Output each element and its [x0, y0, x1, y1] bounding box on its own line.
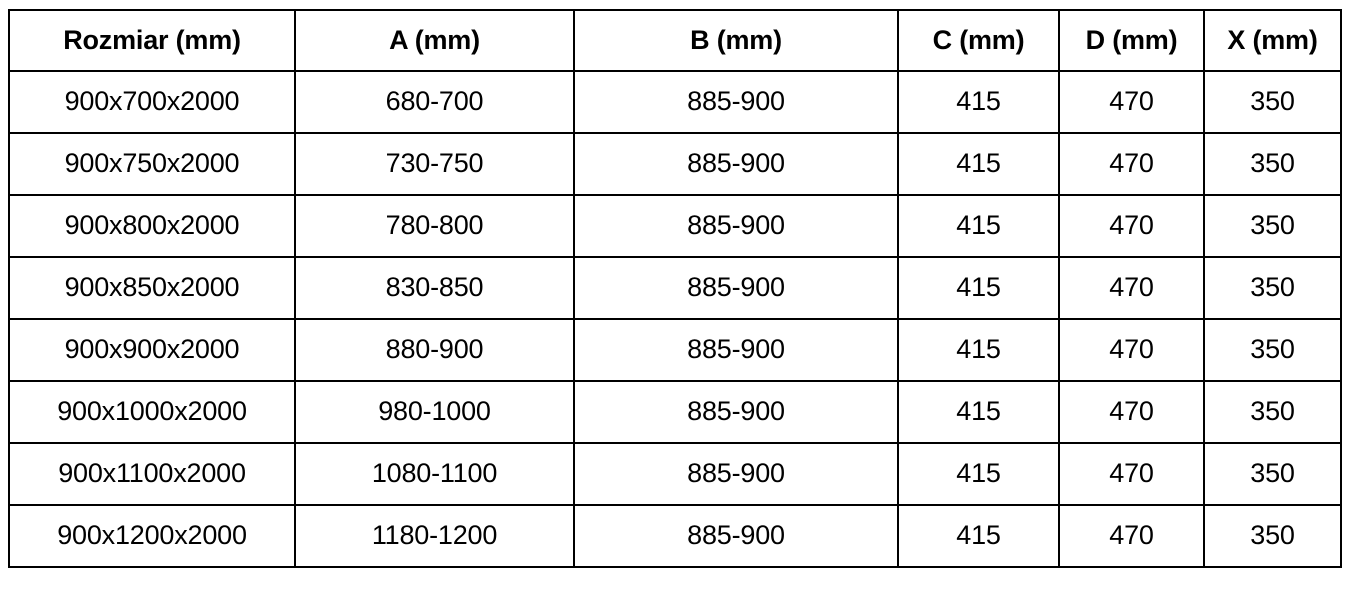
cell-size: 900x1200x2000 — [8, 504, 296, 568]
table-row: 900x850x2000 830-850 885-900 415 470 350 — [8, 256, 1342, 320]
cell-d: 470 — [1058, 132, 1205, 196]
column-header-c: C (mm) — [897, 9, 1060, 72]
cell-a: 880-900 — [294, 318, 575, 382]
cell-b: 885-900 — [573, 70, 899, 134]
cell-b: 885-900 — [573, 256, 899, 320]
cell-d: 470 — [1058, 70, 1205, 134]
cell-x: 350 — [1203, 132, 1342, 196]
cell-d: 470 — [1058, 504, 1205, 568]
column-header-b: B (mm) — [573, 9, 899, 72]
cell-c: 415 — [897, 70, 1060, 134]
column-header-d: D (mm) — [1058, 9, 1205, 72]
table-body: 900x700x2000 680-700 885-900 415 470 350 900x7… — [8, 70, 1342, 568]
cell-a: 730-750 — [294, 132, 575, 196]
cell-a: 680-700 — [294, 70, 575, 134]
table-row: 900x700x2000 680-700 885-900 415 470 350 — [8, 70, 1342, 134]
cell-c: 415 — [897, 380, 1060, 444]
table-row: 900x1200x2000 1180-1200 885-900 415 470 350 — [8, 504, 1342, 568]
table-row: 900x1000x2000 980-1000 885-900 415 470 350 — [8, 380, 1342, 444]
cell-a: 980-1000 — [294, 380, 575, 444]
cell-size: 900x850x2000 — [8, 256, 296, 320]
table-header: Rozmiar (mm) A (mm) B (mm) C (mm) D (mm)… — [8, 9, 1342, 72]
cell-size: 900x900x2000 — [8, 318, 296, 382]
cell-size: 900x1100x2000 — [8, 442, 296, 506]
cell-x: 350 — [1203, 194, 1342, 258]
cell-b: 885-900 — [573, 318, 899, 382]
cell-x: 350 — [1203, 380, 1342, 444]
table-header-row: Rozmiar (mm) A (mm) B (mm) C (mm) D (mm)… — [8, 9, 1342, 72]
dimensions-table: Rozmiar (mm) A (mm) B (mm) C (mm) D (mm)… — [8, 9, 1342, 568]
cell-c: 415 — [897, 256, 1060, 320]
cell-b: 885-900 — [573, 380, 899, 444]
table-row: 900x800x2000 780-800 885-900 415 470 350 — [8, 194, 1342, 258]
cell-b: 885-900 — [573, 194, 899, 258]
cell-d: 470 — [1058, 380, 1205, 444]
cell-c: 415 — [897, 504, 1060, 568]
cell-size: 900x800x2000 — [8, 194, 296, 258]
column-header-x: X (mm) — [1203, 9, 1342, 72]
cell-x: 350 — [1203, 442, 1342, 506]
cell-c: 415 — [897, 442, 1060, 506]
cell-b: 885-900 — [573, 442, 899, 506]
cell-x: 350 — [1203, 70, 1342, 134]
cell-x: 350 — [1203, 504, 1342, 568]
cell-a: 1180-1200 — [294, 504, 575, 568]
cell-x: 350 — [1203, 318, 1342, 382]
cell-b: 885-900 — [573, 504, 899, 568]
cell-a: 780-800 — [294, 194, 575, 258]
cell-x: 350 — [1203, 256, 1342, 320]
cell-size: 900x750x2000 — [8, 132, 296, 196]
column-header-a: A (mm) — [294, 9, 575, 72]
cell-d: 470 — [1058, 256, 1205, 320]
table-row: 900x1100x2000 1080-1100 885-900 415 470 350 — [8, 442, 1342, 506]
cell-d: 470 — [1058, 442, 1205, 506]
column-header-size: Rozmiar (mm) — [8, 9, 296, 72]
cell-b: 885-900 — [573, 132, 899, 196]
cell-d: 470 — [1058, 194, 1205, 258]
cell-c: 415 — [897, 318, 1060, 382]
cell-size: 900x700x2000 — [8, 70, 296, 134]
cell-a: 830-850 — [294, 256, 575, 320]
cell-c: 415 — [897, 132, 1060, 196]
cell-d: 470 — [1058, 318, 1205, 382]
cell-a: 1080-1100 — [294, 442, 575, 506]
cell-c: 415 — [897, 194, 1060, 258]
table-row: 900x750x2000 730-750 885-900 415 470 350 — [8, 132, 1342, 196]
cell-size: 900x1000x2000 — [8, 380, 296, 444]
table-row: 900x900x2000 880-900 885-900 415 470 350 — [8, 318, 1342, 382]
